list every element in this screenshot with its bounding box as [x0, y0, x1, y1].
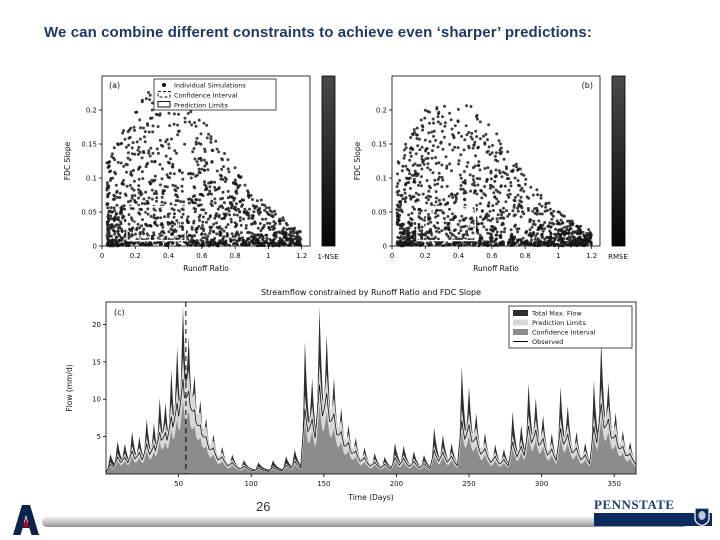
svg-text:Prediction Limits: Prediction Limits	[174, 101, 228, 109]
svg-text:50: 50	[174, 480, 183, 488]
svg-text:1.2: 1.2	[586, 252, 597, 260]
svg-text:0.2: 0.2	[376, 107, 387, 115]
confidence-interval-box	[423, 211, 470, 238]
svg-text:0.15: 0.15	[81, 141, 97, 149]
colorbar	[321, 75, 336, 247]
svg-text:Confidence Interval: Confidence Interval	[174, 91, 238, 99]
svg-text:0.2: 0.2	[420, 252, 431, 260]
confidence-interval-area	[106, 400, 636, 474]
hydrograph-plot-c: 50 100 150 200 250 300 350 5 10 15 20 Time (Days) Fl…	[58, 282, 662, 514]
legend-box	[153, 78, 277, 111]
svg-text:20: 20	[92, 321, 101, 329]
colorbar-label: RMSE	[608, 253, 628, 261]
y-axis-label: Flow (mm/d)	[65, 364, 74, 411]
x-axis-label: Runoff Ratio	[183, 264, 229, 273]
prediction-limits-box	[416, 205, 476, 242]
y-axis-label: FDC Slope	[353, 141, 362, 180]
footer-divider-bar	[42, 517, 688, 527]
hydrograph_c-svg: 50 100 150 200 250 300 350 5 10 15 20 Time (Days) Fl…	[65, 288, 637, 502]
penn-state-shield-icon	[694, 507, 710, 526]
x-axis-label: Time (Days)	[347, 493, 393, 502]
svg-text:0: 0	[100, 252, 104, 260]
svg-text:300: 300	[535, 480, 548, 488]
svg-text:0: 0	[390, 252, 394, 260]
svg-text:1: 1	[266, 252, 270, 260]
svg-text:0.8: 0.8	[520, 252, 531, 260]
svg-text:0.8: 0.8	[230, 252, 241, 260]
scatter_a-svg: 0 0.2 0.4 0.6 0.8 1 1.2 0 0.05 0.1 0.15 0.2 Runoff R…	[63, 75, 339, 273]
arizona-red-wedge-icon	[22, 517, 30, 528]
svg-text:0.05: 0.05	[371, 209, 387, 217]
svg-text:0.2: 0.2	[130, 252, 141, 260]
svg-text:10: 10	[92, 396, 101, 404]
chart-title: Streamflow constrained by Runoff Ratio a…	[261, 288, 481, 297]
scatter-plot-a: 0 0.2 0.4 0.6 0.8 1 1.2 0 0.05 0.1 0.15 0.2 Runoff R…	[58, 66, 358, 288]
panel-label: (b)	[582, 81, 593, 90]
svg-text:0.6: 0.6	[196, 252, 208, 260]
svg-text:0.1: 0.1	[376, 175, 387, 183]
prediction-limits-box	[126, 205, 186, 242]
svg-text:1.2: 1.2	[296, 252, 307, 260]
svg-text:Confidence Interval: Confidence Interval	[532, 328, 596, 336]
x-axis-label: Runoff Ratio	[473, 264, 519, 273]
panel-label: (a)	[109, 81, 120, 90]
panel-label: (c)	[114, 308, 125, 317]
svg-text:0.05: 0.05	[81, 209, 97, 217]
slide-title: We can combine different constraints to …	[44, 24, 592, 41]
svg-text:Observed: Observed	[532, 338, 563, 346]
svg-text:250: 250	[462, 480, 475, 488]
svg-text:0: 0	[383, 243, 387, 251]
observed-line	[105, 378, 637, 473]
arizona-block-a-icon	[13, 505, 39, 535]
penn-state-bar	[594, 507, 712, 526]
scatter-points	[395, 104, 593, 248]
colorbar-label: 1-NSE	[317, 253, 338, 261]
scatter_b-svg: 0 0.2 0.4 0.6 0.8 1 1.2 0 0.05 0.1 0.15 0.2 Runoff R…	[353, 75, 628, 273]
scatter-points	[105, 91, 303, 248]
scatter-plot-b: 0 0.2 0.4 0.6 0.8 1 1.2 0 0.05 0.1 0.15 0.2 Runoff R…	[348, 66, 648, 288]
svg-text:0.4: 0.4	[453, 252, 465, 260]
svg-text:0.15: 0.15	[371, 141, 387, 149]
penn-state-wordmark: PENNSTATE	[594, 497, 675, 512]
y-axis-label: FDC Slope	[63, 141, 72, 180]
svg-text:0.1: 0.1	[86, 175, 97, 183]
svg-text:200: 200	[390, 480, 403, 488]
svg-text:0.6: 0.6	[486, 252, 498, 260]
colorbar	[611, 75, 626, 247]
svg-text:350: 350	[608, 480, 621, 488]
penn-state-logo: PENNSTATE	[594, 497, 712, 526]
svg-text:1: 1	[556, 252, 560, 260]
svg-text:Total Max. Flow: Total Max. Flow	[531, 309, 582, 317]
svg-text:150: 150	[317, 480, 330, 488]
confidence-interval-box	[133, 211, 180, 238]
svg-text:0.2: 0.2	[86, 107, 97, 115]
legend-box	[508, 305, 633, 349]
svg-text:Prediction Limits: Prediction Limits	[532, 319, 586, 327]
page-number: 26	[256, 499, 271, 514]
svg-text:0: 0	[93, 243, 97, 251]
svg-text:5: 5	[97, 433, 101, 441]
svg-text:0.4: 0.4	[163, 252, 175, 260]
svg-text:100: 100	[245, 480, 258, 488]
university-of-arizona-logo	[13, 505, 39, 535]
svg-text:15: 15	[92, 358, 101, 366]
svg-text:Individual Simulations: Individual Simulations	[174, 81, 246, 89]
